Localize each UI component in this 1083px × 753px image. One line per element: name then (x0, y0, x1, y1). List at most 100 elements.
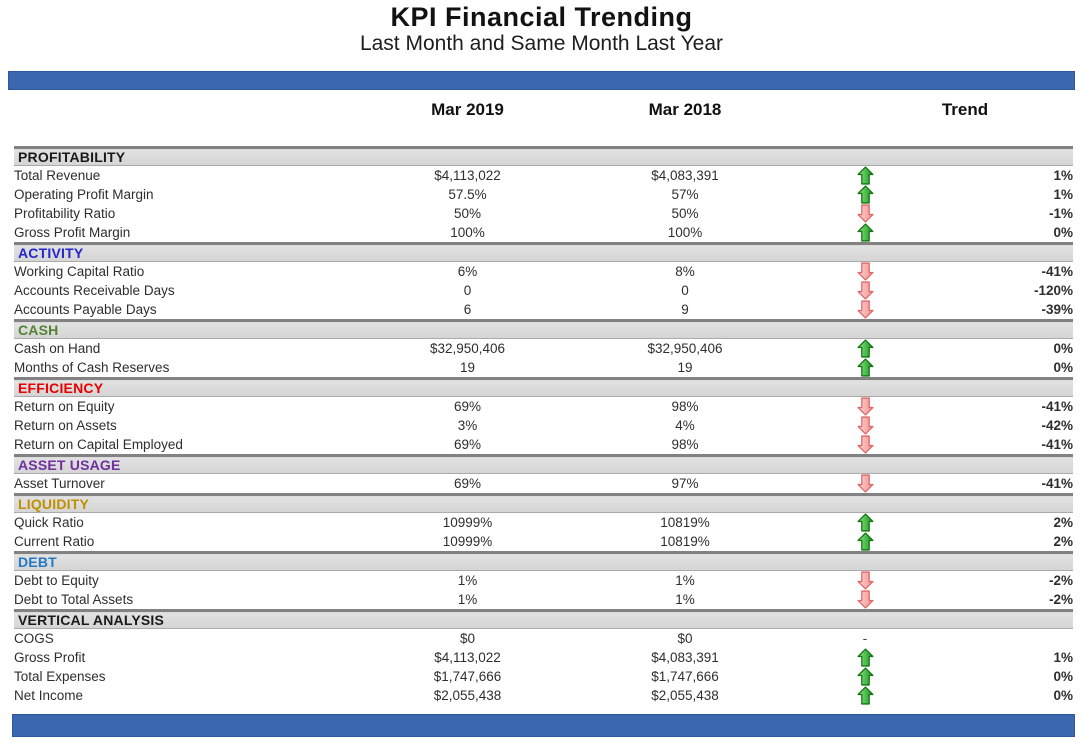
value-mar-2018: $32,950,406 (647, 341, 723, 356)
trend-icon-cell (810, 416, 920, 435)
trend-icon-cell (810, 571, 920, 591)
table-row: Current Ratio 10999% 10819% 2% (14, 532, 1073, 553)
trend-icon-cell (810, 185, 920, 204)
trend-up-arrow-icon (856, 686, 874, 705)
row-label: Cash on Hand (14, 341, 101, 356)
section-title: EFFICIENCY (14, 377, 1074, 397)
trend-up-arrow-icon (856, 648, 874, 667)
row-label: Working Capital Ratio (14, 264, 145, 279)
trend-percent: -41% (1041, 264, 1074, 279)
trend-icon-cell (810, 397, 920, 417)
trend-percent: -2% (1049, 592, 1074, 607)
kpi-report-page: KPI Financial Trending Last Month and Sa… (8, 2, 1075, 737)
trend-percent: 1% (1053, 650, 1074, 665)
value-mar-2018: 1% (675, 573, 695, 588)
trend-percent: -42% (1041, 418, 1074, 433)
trend-percent: 1% (1053, 187, 1074, 202)
trend-icon-cell (810, 300, 920, 321)
row-label: Total Expenses (14, 669, 106, 684)
value-mar-2018: 57% (671, 187, 699, 202)
row-label: Gross Profit Margin (14, 225, 131, 240)
table-row: Return on Capital Employed 69% 98% -41% (14, 435, 1073, 456)
value-mar-2019: 10999% (442, 515, 493, 530)
value-mar-2018: $1,747,666 (651, 669, 719, 684)
row-label: Current Ratio (14, 534, 95, 549)
trend-icon-cell (810, 204, 920, 223)
trend-icon-cell (810, 435, 920, 456)
table-row: Profitability Ratio 50% 50% -1% (14, 204, 1073, 223)
value-mar-2018: 1% (675, 592, 695, 607)
value-mar-2018: 9 (681, 302, 689, 317)
row-label: Debt to Total Assets (14, 592, 134, 607)
table-row: Debt to Total Assets 1% 1% -2% (14, 590, 1073, 611)
trend-icon-cell (810, 648, 920, 667)
row-label: Return on Capital Employed (14, 437, 183, 452)
table-row: Debt to Equity 1% 1% -2% (14, 571, 1073, 591)
section-title: ACTIVITY (14, 242, 1074, 262)
trend-icon-cell (810, 513, 920, 533)
trend-icon-cell (810, 262, 920, 282)
trend-icon-cell (810, 590, 920, 611)
section-title: DEBT (14, 551, 1074, 571)
value-mar-2019: 3% (457, 418, 478, 433)
trend-up-arrow-icon (856, 223, 874, 242)
trend-down-arrow-icon (856, 281, 874, 300)
value-mar-2018: $2,055,438 (651, 688, 719, 703)
section-title: ASSET USAGE (14, 454, 1074, 474)
value-mar-2019: $4,113,022 (434, 650, 501, 665)
top-divider-bar (8, 71, 1075, 90)
table-row: Accounts Receivable Days 0 0 -120% (14, 281, 1073, 300)
trend-icon-cell (810, 667, 920, 686)
trend-percent: -120% (1033, 283, 1074, 298)
trend-up-arrow-icon (856, 532, 874, 551)
row-label: Quick Ratio (14, 515, 84, 530)
table-row: Net Income $2,055,438 $2,055,438 0% (14, 686, 1073, 705)
table-row: Quick Ratio 10999% 10819% 2% (14, 513, 1073, 533)
column-header-row: Mar 2019 Mar 2018 Trend (14, 94, 1073, 148)
value-mar-2019: $0 (459, 631, 476, 646)
table-row: Asset Turnover 69% 97% -41% (14, 474, 1073, 495)
value-mar-2019: 6 (463, 302, 472, 317)
value-mar-2018: 10819% (660, 534, 710, 549)
trend-icon-cell (810, 358, 920, 379)
value-mar-2018: 10819% (660, 515, 710, 530)
row-label: COGS (14, 631, 54, 646)
page-subtitle: Last Month and Same Month Last Year (359, 32, 724, 55)
value-mar-2019: 10999% (442, 534, 493, 549)
trend-percent: 1% (1053, 168, 1074, 183)
trend-neutral-dash: - (862, 630, 868, 646)
value-mar-2019: 69% (453, 399, 482, 414)
value-mar-2019: 6% (457, 264, 478, 279)
trend-up-arrow-icon (856, 185, 874, 204)
row-label: Return on Assets (14, 418, 117, 433)
value-mar-2019: 100% (450, 225, 485, 240)
trend-down-arrow-icon (856, 474, 874, 493)
kpi-table: Mar 2019 Mar 2018 Trend PROFITABILITY Tot… (14, 94, 1074, 705)
table-row: Return on Assets 3% 4% -42% (14, 416, 1073, 435)
table-row: Return on Equity 69% 98% -41% (14, 397, 1073, 417)
value-mar-2018: 50% (671, 206, 699, 221)
value-mar-2019: $4,113,022 (434, 168, 501, 183)
trend-down-arrow-icon (856, 590, 874, 609)
trend-icon-cell (810, 532, 920, 553)
value-mar-2019: 57.5% (448, 187, 487, 202)
section-header-efficiency: EFFICIENCY (14, 377, 1074, 397)
table-row: Operating Profit Margin 57.5% 57% 1% (14, 185, 1073, 204)
column-header-spacer (14, 94, 375, 148)
trend-up-arrow-icon (856, 513, 874, 532)
value-mar-2019: 1% (457, 592, 478, 607)
value-mar-2018: 98% (671, 437, 699, 452)
value-mar-2019: 19 (459, 360, 476, 375)
trend-icon-cell (810, 686, 920, 705)
row-label: Accounts Receivable Days (14, 283, 175, 298)
table-row: Months of Cash Reserves 19 19 0% (14, 358, 1073, 379)
table-row: Cash on Hand $32,950,406 $32,950,406 0% (14, 339, 1073, 359)
table-row: Total Expenses $1,747,666 $1,747,666 0% (14, 667, 1073, 686)
column-header-trend: Trend (941, 100, 989, 119)
trend-down-arrow-icon (856, 204, 874, 223)
page-title: KPI Financial Trending (390, 2, 693, 32)
trend-percent: 0% (1053, 341, 1074, 356)
trend-down-arrow-icon (856, 300, 874, 319)
trend-percent: 0% (1053, 225, 1074, 240)
section-title: LIQUIDITY (14, 493, 1074, 513)
